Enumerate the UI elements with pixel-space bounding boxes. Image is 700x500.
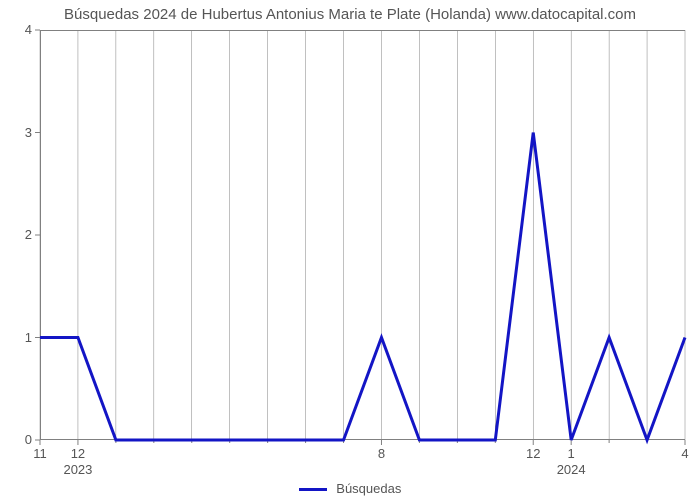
y-tick-label: 3	[12, 125, 32, 140]
chart-title: Búsquedas 2024 de Hubertus Antonius Mari…	[0, 6, 700, 23]
x-year-label: 2023	[58, 462, 98, 477]
y-tick-label: 0	[12, 432, 32, 447]
x-tick-label: 12	[523, 446, 543, 461]
x-tick-label: 11	[30, 446, 50, 461]
y-tick-label: 2	[12, 227, 32, 242]
x-tick-label: 4	[675, 446, 695, 461]
y-tick-label: 4	[12, 22, 32, 37]
legend: Búsquedas	[0, 481, 700, 496]
plot-svg	[40, 30, 685, 440]
y-tick-label: 1	[12, 330, 32, 345]
legend-label: Búsquedas	[336, 481, 401, 496]
searches-line-chart: Búsquedas 2024 de Hubertus Antonius Mari…	[0, 0, 700, 500]
x-year-label: 2024	[551, 462, 591, 477]
plot-area	[40, 30, 685, 440]
legend-swatch	[299, 488, 327, 491]
x-tick-label: 8	[371, 446, 391, 461]
x-tick-label: 1	[561, 446, 581, 461]
x-tick-label: 12	[68, 446, 88, 461]
